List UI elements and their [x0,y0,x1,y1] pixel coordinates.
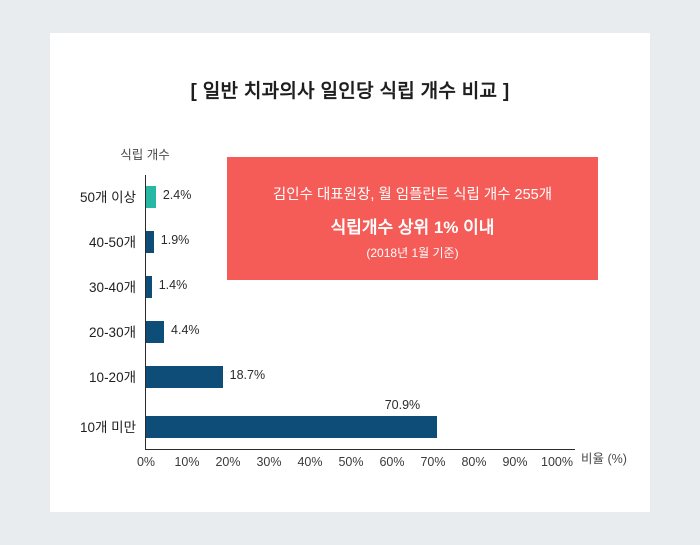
y-axis-line [145,175,146,449]
bar-value-label: 1.9% [160,233,190,247]
bar-chart: 식립 개수 비율 (%) 50개 이상 2.4% 40-50개 1.9% 30-… [50,33,650,512]
bar-segment[interactable] [146,321,165,343]
callout-banner: 김인수 대표원장, 월 임플란트 식립 개수 255개 식립개수 상위 1% 이… [227,157,598,280]
bar-value-label: 4.4% [171,323,200,337]
x-axis-tick-label: 30% [256,455,282,469]
y-axis-tick-label: 30-40개 [89,280,136,295]
bar-row: 10개 미만 70.9% [50,398,650,449]
bar-segment[interactable] [146,416,437,438]
x-axis-tick-label: 60% [379,455,405,469]
bar-row: 30-40개 1.4% [50,265,650,309]
callout-line-primary: 김인수 대표원장, 월 임플란트 식립 개수 255개 [272,187,553,203]
bar-value-label: 18.7% [229,368,266,382]
bar-value-label: 2.4% [162,188,192,202]
callout-line-footnote: (2018년 1월 기준) [366,246,459,260]
x-axis-tick-label: 0% [136,455,156,469]
bar-segment[interactable] [146,366,223,388]
x-axis-tick-label: 90% [502,455,528,469]
bar-segment[interactable] [146,186,156,208]
x-axis-tick-label: 50% [338,455,364,469]
y-axis-tick-label: 10개 미만 [79,420,136,435]
x-axis-tick-label: 40% [297,455,323,469]
x-axis-title: 비율 (%) [581,452,627,466]
bar-segment[interactable] [146,276,152,298]
page-title: [ 일반 치과의사 일인당 식립 개수 비교 ] [190,81,510,102]
chart-card: [ 일반 치과의사 일인당 식립 개수 비교 ] 식립 개수 비율 (%) 50… [50,33,650,512]
bar-value-label: 70.9% [384,398,421,412]
callout-line-highlight: 식립개수 상위 1% 이내 [330,218,495,237]
x-axis-tick-label: 70% [420,455,446,469]
x-axis-tick-label: 20% [215,455,241,469]
y-axis-tick-label: 40-50개 [89,235,136,250]
bar-row: 10-20개 18.7% [50,355,650,399]
x-axis-tick-labels: 0% 10% 20% 30% 40% 50% 60% 70% 80% 90% 1… [50,455,650,475]
bar-row: 20-30개 4.4% [50,310,650,354]
y-axis-tick-label: 20-30개 [89,325,136,340]
x-axis-tick-label: 100% [541,455,573,469]
x-axis-tick-label: 10% [174,455,200,469]
y-axis-tick-label: 50개 이상 [79,190,136,205]
bar-value-label: 1.4% [158,278,188,292]
bar-row: 40-50개 1.9% [50,220,650,264]
y-axis-title: 식립 개수 [120,148,170,162]
x-axis-line [145,449,575,450]
bar-row: 50개 이상 2.4% [50,175,650,219]
y-axis-tick-label: 10-20개 [89,370,136,385]
bar-segment[interactable] [146,231,154,253]
x-axis-tick-label: 80% [461,455,487,469]
